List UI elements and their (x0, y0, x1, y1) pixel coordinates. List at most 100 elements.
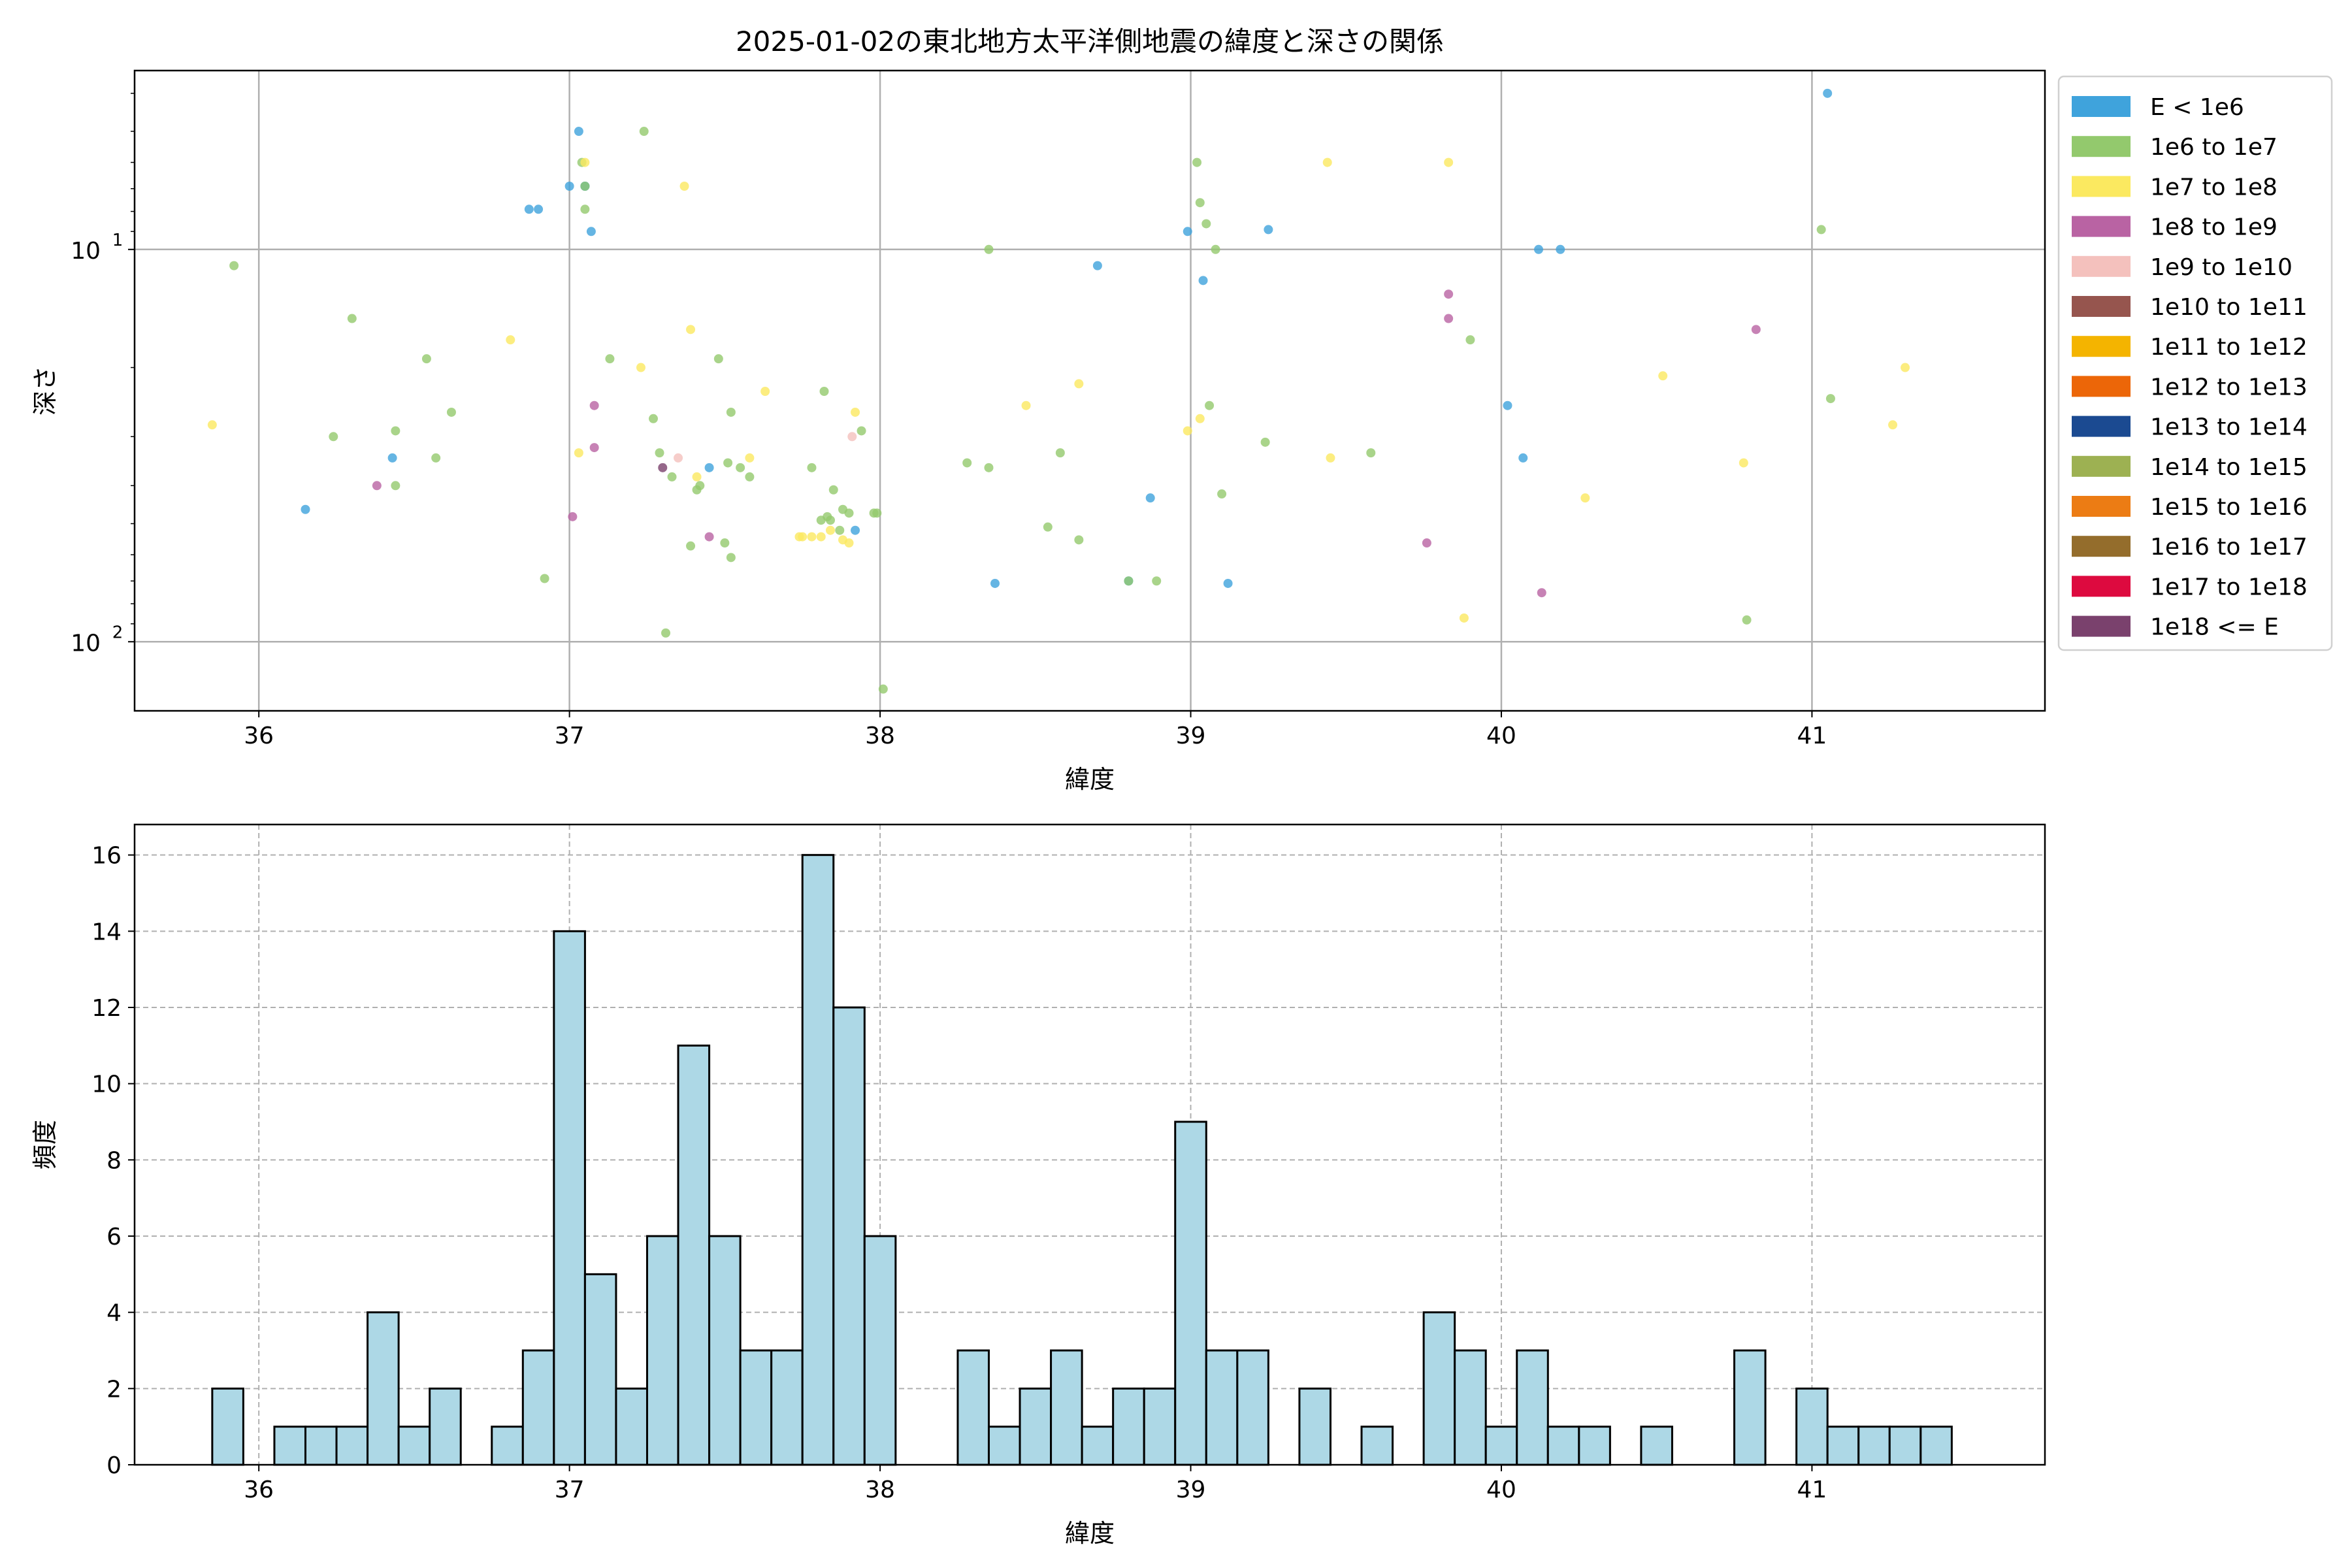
scatter-point (1201, 219, 1211, 229)
histogram-bar (987, 1426, 1021, 1466)
histogram-bar (1888, 1426, 1922, 1466)
legend-swatch (2072, 336, 2131, 357)
scatter-point (1183, 227, 1192, 237)
scatter-point (1751, 325, 1761, 335)
scatter-point (1264, 225, 1273, 235)
legend-swatch (2072, 136, 2131, 157)
scatter-point (720, 538, 730, 548)
scatter-x-tick-label: 41 (1797, 723, 1827, 749)
histogram-bar (1143, 1387, 1177, 1466)
scatter-point (726, 553, 736, 563)
histogram-bar (367, 1311, 400, 1466)
legend-box (2057, 75, 2333, 651)
scatter-plot-frame (133, 69, 2046, 712)
scatter-point (726, 407, 736, 417)
histogram-bar (677, 1044, 711, 1466)
scatter-point (704, 532, 714, 542)
scatter-point (1503, 400, 1512, 410)
scatter-point (835, 525, 845, 535)
scatter-point (580, 182, 590, 191)
legend-swatch (2072, 216, 2131, 237)
scatter-point (878, 684, 888, 694)
scatter-point (301, 504, 310, 514)
scatter-point (704, 463, 714, 472)
legend-swatch (2072, 615, 2131, 637)
scatter-point (506, 335, 515, 345)
scatter-point (1152, 576, 1162, 586)
scatter-point (589, 443, 599, 453)
scatter-point (1322, 157, 1332, 167)
histogram-bars (211, 854, 1953, 1466)
legend-label: 1e15 to 1e16 (2150, 494, 2308, 521)
histogram-chart: 36 37 38 39 40 41 0 2 4 6 8 10 12 14 16 緯度 頻度 (31, 823, 2046, 1548)
legend-swatch (2072, 255, 2131, 277)
scatter-point (564, 182, 574, 191)
legend-label: 1e13 to 1e14 (2150, 414, 2308, 441)
scatter-point (1537, 588, 1546, 598)
scatter-point (1055, 448, 1065, 458)
scatter-chart: 36 37 38 39 40 41 10 1 10 2 緯度 深さ E < 1e6 1e6 to … (31, 69, 2333, 794)
scatter-point (1739, 458, 1748, 468)
scatter-point (819, 386, 829, 396)
scatter-point (661, 628, 671, 638)
histogram-bar (429, 1387, 462, 1466)
chart-title: 2025-01-02の東北地方太平洋側地震の緯度と深さの関係 (736, 25, 1444, 57)
scatter-point (1074, 379, 1084, 389)
legend-swatch (2072, 376, 2131, 397)
scatter-x-axis-label: 緯度 (1065, 765, 1115, 794)
histogram-bar (863, 1235, 897, 1466)
histogram-bar (739, 1349, 773, 1466)
histogram-bar (1484, 1426, 1518, 1466)
scatter-grid (135, 71, 2045, 711)
scatter-point (816, 532, 826, 542)
scatter-point (1260, 437, 1270, 447)
scatter-point (1195, 414, 1205, 423)
histogram-bar (304, 1426, 338, 1466)
scatter-point (723, 458, 733, 468)
legend-label: 1e17 to 1e18 (2150, 574, 2308, 600)
scatter-point (1198, 276, 1208, 286)
scatter-x-tick-label: 38 (865, 723, 895, 749)
histogram-bar (1516, 1349, 1549, 1466)
legend-label: 1e7 to 1e8 (2150, 174, 2278, 201)
histogram-x-axis-label: 緯度 (1065, 1519, 1115, 1548)
legend-label: 1e18 <= E (2150, 614, 2279, 641)
histogram-y-tick-label: 10 (91, 1071, 122, 1098)
scatter-point (580, 204, 590, 214)
histogram-y-tick-label: 12 (91, 995, 122, 1022)
scatter-point (658, 463, 668, 472)
scatter-point (391, 426, 400, 436)
scatter-point (387, 453, 397, 463)
scatter-point (807, 532, 817, 542)
histogram-x-tick-label: 39 (1176, 1477, 1206, 1503)
histogram-bar (583, 1273, 617, 1466)
scatter-y-axis-label: 深さ (31, 366, 59, 416)
scatter-x-tick-label: 36 (244, 723, 274, 749)
scatter-point (1658, 371, 1668, 381)
scatter-point (1205, 400, 1215, 410)
histogram-x-tick-label: 41 (1797, 1477, 1827, 1503)
legend-swatch (2072, 576, 2131, 597)
legend-swatch (2072, 176, 2131, 197)
scatter-point (695, 481, 705, 491)
scatter-point (857, 426, 866, 436)
histogram-x-ticks: 36 37 38 39 40 41 (244, 1465, 1827, 1503)
scatter-point (347, 314, 357, 323)
scatter-y-tick-label: 10 (71, 238, 101, 265)
scatter-point (962, 458, 972, 468)
scatter-point (826, 515, 836, 525)
histogram-x-tick-label: 40 (1486, 1477, 1516, 1503)
scatter-y-ticks: 10 1 10 2 (71, 93, 135, 657)
scatter-point (329, 432, 338, 442)
histogram-plot-frame (133, 823, 2046, 1466)
histogram-bar (521, 1349, 555, 1466)
scatter-point (1192, 157, 1202, 167)
legend: E < 1e6 1e6 to 1e7 1e7 to 1e8 1e8 to 1e9 1e9… (2057, 75, 2333, 651)
scatter-point (1211, 244, 1220, 254)
scatter-point (851, 407, 860, 417)
legend-label: 1e10 to 1e11 (2150, 294, 2308, 321)
scatter-point (421, 354, 431, 364)
scatter-point (844, 508, 854, 518)
histogram-bar (1298, 1387, 1331, 1466)
scatter-point (1556, 244, 1565, 254)
